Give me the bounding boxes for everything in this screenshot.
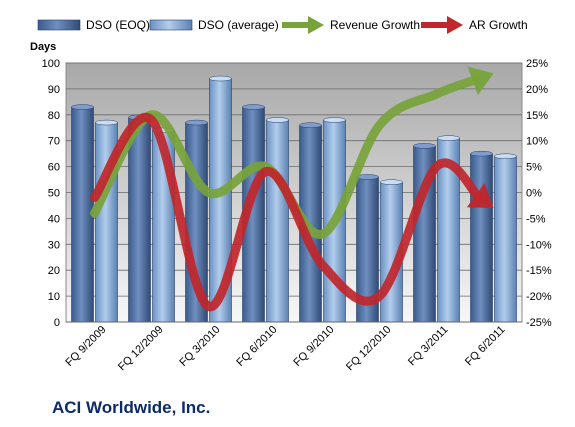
company-title: ACI Worldwide, Inc. (52, 398, 211, 417)
left-tick-label: 50 (48, 188, 60, 200)
right-tick-label: 5% (526, 162, 542, 174)
legend-arrowhead (308, 16, 324, 34)
left-tick-label: 20 (48, 265, 60, 277)
bar-cap (299, 122, 322, 128)
right-tick-label: -20% (526, 291, 552, 303)
bar (266, 119, 289, 323)
left-tick-label: 10 (48, 291, 60, 303)
left-tick-label: 70 (48, 136, 60, 148)
bar-cap (71, 104, 94, 110)
right-tick-label: -15% (526, 265, 552, 277)
category-label: FQ 9/2009 (63, 324, 108, 369)
series-arrowhead (467, 66, 494, 95)
category-label: FQ 9/2010 (291, 324, 336, 369)
left-tick-label: 90 (48, 84, 60, 96)
bar-cap (95, 119, 118, 126)
right-tick-label: 25% (526, 58, 548, 70)
left-tick-label: 60 (48, 162, 60, 174)
bar (494, 155, 517, 323)
bar-cap (323, 117, 346, 123)
bar-cap (209, 75, 232, 82)
bar (470, 153, 493, 323)
legend-label: AR Growth (469, 18, 528, 32)
left-tick-label: 40 (48, 213, 60, 225)
right-tick-label: 10% (526, 136, 548, 148)
category-label: FQ 6/2010 (234, 324, 279, 369)
category-label: FQ 6/2011 (463, 324, 508, 369)
bar-cap (266, 117, 289, 123)
right-tick-label: -25% (526, 317, 552, 329)
legend-swatch (37, 19, 81, 31)
bar-cap (413, 143, 436, 149)
left-tick-label: 30 (48, 239, 60, 251)
bar-cap (470, 150, 493, 157)
legend: DSO (EOQ) DSO (average) Revenue Growth AR G… (37, 16, 528, 34)
bar-cap (494, 153, 517, 159)
series-line (90, 112, 484, 311)
left-tick-label: 100 (42, 58, 60, 70)
left-tick-label: 0 (54, 317, 60, 329)
bar-cap (185, 119, 208, 126)
right-tick-label: 20% (526, 84, 548, 96)
bar-cap (242, 104, 265, 110)
legend-label: DSO (average) (198, 18, 279, 32)
category-label: FQ 12/2010 (344, 324, 394, 374)
series-arrowhead (466, 182, 494, 209)
left-tick-label: 80 (48, 110, 60, 122)
line-group (90, 66, 494, 311)
bar-cap (380, 179, 403, 185)
bar-cap (437, 135, 460, 141)
legend-label: DSO (EOQ) (86, 18, 150, 32)
right-tick-label: -5% (526, 213, 546, 225)
bar (128, 117, 151, 323)
legend-label: Revenue Growth (330, 18, 420, 32)
right-tick-label: 0% (526, 188, 542, 200)
legend-arrowhead (447, 16, 463, 34)
right-tick-label: -10% (526, 239, 552, 251)
left-axis-title: Days (30, 41, 56, 53)
category-label: FQ 3/2010 (177, 324, 222, 369)
category-label: FQ 3/2011 (406, 324, 451, 369)
right-tick-label: 15% (526, 110, 548, 122)
legend-swatch (149, 19, 193, 31)
category-label: FQ 12/2009 (116, 324, 166, 374)
